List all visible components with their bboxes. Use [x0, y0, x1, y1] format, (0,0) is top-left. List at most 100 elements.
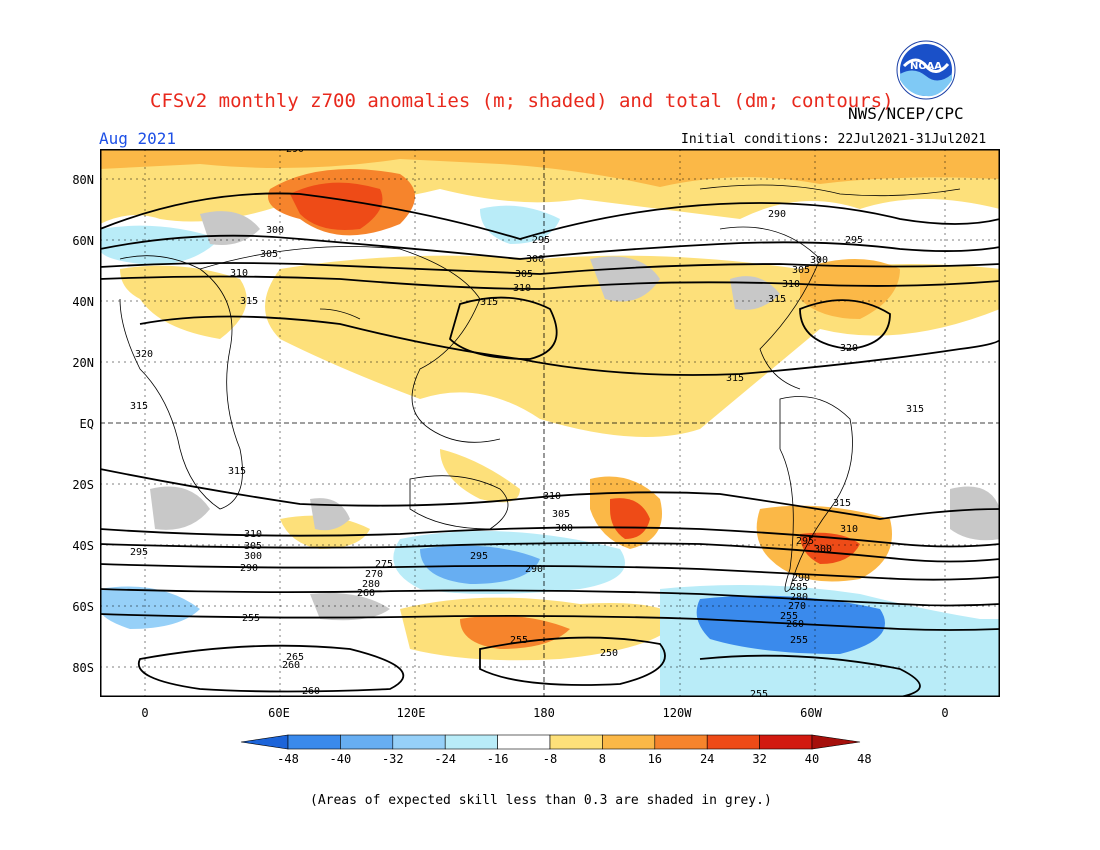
colorbar-segment — [654, 734, 708, 750]
colorbar — [240, 734, 862, 754]
lat-lon-grid — [100, 149, 1000, 697]
colorbar-tick-label: -8 — [542, 752, 558, 766]
contour-label: 285 — [790, 582, 808, 593]
contour-labels: 290 300 305 310 315 320 295 300 305 310 … — [130, 149, 924, 697]
contour-label: 295 — [796, 536, 814, 547]
contour-label: 310 — [543, 491, 561, 502]
lon-label: 0 — [141, 706, 149, 720]
lon-label: 60E — [268, 706, 290, 720]
lon-label: 180 — [533, 706, 555, 720]
colorbar-tick-label: -16 — [486, 752, 509, 766]
contour-label: 290 — [525, 564, 543, 575]
height-contours — [100, 192, 1000, 697]
contour-label: 255 — [242, 613, 260, 624]
lat-label: 20S — [72, 478, 94, 492]
contour-label: 260 — [786, 619, 804, 630]
map-frame — [100, 149, 1000, 697]
contour-label: 305 — [260, 249, 278, 260]
contour-label: 295 — [532, 235, 550, 246]
lon-label: 120E — [396, 706, 426, 720]
contour-label: 300 — [266, 225, 284, 236]
contour-label: 260 — [302, 686, 320, 697]
contour-label: 280 — [362, 579, 380, 590]
logo-text: NOAA — [910, 61, 942, 72]
colorbar-tick-label: -24 — [434, 752, 457, 766]
colorbar-svg — [240, 734, 861, 750]
colorbar-segment — [811, 734, 861, 750]
colorbar-segment — [340, 734, 394, 750]
contour-label: 315 — [726, 373, 744, 384]
contour-label: 315 — [833, 498, 851, 509]
contour-label: 320 — [135, 349, 153, 360]
contour-label: 310 — [244, 529, 262, 540]
contour-label: 275 — [375, 559, 393, 570]
colorbar-segment — [549, 734, 603, 750]
equator-and-dateline — [100, 149, 1000, 697]
colorbar-tick-label: -40 — [329, 752, 352, 766]
lat-label: 80N — [72, 173, 94, 187]
lat-label: 60N — [72, 234, 94, 248]
contour-label: 315 — [240, 296, 258, 307]
lat-label: 20N — [72, 356, 94, 370]
contour-label: 305 — [792, 265, 810, 276]
colorbar-tick-label: -32 — [381, 752, 404, 766]
agency-label: NWS/NCEP/CPC — [848, 104, 964, 123]
coastlines — [119, 184, 961, 592]
colorbar-segment — [444, 734, 498, 750]
lat-label: EQ — [79, 417, 94, 431]
contour-label: 310 — [782, 279, 800, 290]
colorbar-segment — [287, 734, 341, 750]
contour-label: 315 — [768, 294, 786, 305]
colorbar-tick-label: 32 — [752, 752, 767, 766]
colorbar-tick-label: 8 — [598, 752, 606, 766]
colorbar-tick-label: 40 — [804, 752, 820, 766]
colorbar-tick-label: 16 — [647, 752, 663, 766]
contour-label: 280 — [790, 592, 808, 603]
contour-label: 260 — [357, 588, 375, 599]
lat-label: 80S — [72, 661, 94, 675]
contour-label: 305 — [552, 509, 570, 520]
footnote: (Areas of expected skill less than 0.3 a… — [310, 793, 772, 808]
contour-label: 310 — [230, 268, 248, 279]
contour-label: 270 — [788, 601, 806, 612]
forecast-month: Aug 2021 — [99, 129, 177, 148]
anomaly-map: 290 300 305 310 315 320 295 300 305 310 … — [100, 149, 1000, 697]
contour-label: 300 — [555, 523, 573, 534]
contour-label: 290 — [768, 209, 786, 220]
colorbar-segment — [497, 734, 551, 750]
lat-label: 40S — [72, 539, 94, 553]
contour-label: 315 — [228, 466, 246, 477]
contour-label: 260 — [282, 660, 300, 671]
initial-conditions: Initial conditions: 22Jul2021-31Jul2021 — [681, 132, 987, 147]
contour-label: 315 — [906, 404, 924, 415]
lon-label: 60W — [800, 706, 822, 720]
colorbar-segment — [759, 734, 813, 750]
contour-label: 310 — [840, 524, 858, 535]
contour-label: 300 — [526, 254, 544, 265]
chart-title: CFSv2 monthly z700 anomalies (m; shaded)… — [150, 90, 894, 112]
contour-label: 270 — [365, 569, 383, 580]
colorbar-segment — [240, 734, 289, 750]
contour-label: 300 — [810, 255, 828, 266]
contour-label: 255 — [790, 635, 808, 646]
contour-label: 255 — [750, 689, 768, 697]
lat-label: 40N — [72, 295, 94, 309]
contour-label: 305 — [515, 269, 533, 280]
contour-label: 315 — [480, 297, 498, 308]
colorbar-tick-label: 24 — [699, 752, 715, 766]
contour-label: 310 — [513, 283, 531, 294]
contour-label: 290 — [792, 573, 810, 584]
contour-label: 265 — [286, 652, 304, 663]
contour-label: 255 — [780, 611, 798, 622]
lon-label: 120W — [662, 706, 692, 720]
noaa-logo: NOAA — [896, 40, 956, 100]
contour-label: 290 — [286, 149, 304, 155]
lat-label: 60S — [72, 600, 94, 614]
map-svg: 290 300 305 310 315 320 295 300 305 310 … — [100, 149, 1000, 697]
colorbar-segment — [602, 734, 656, 750]
colorbar-segment — [392, 734, 446, 750]
contour-label: 305 — [244, 541, 262, 552]
contour-label: 255 — [510, 635, 528, 646]
contour-label: 250 — [600, 648, 618, 659]
contour-label: 290 — [240, 563, 258, 574]
